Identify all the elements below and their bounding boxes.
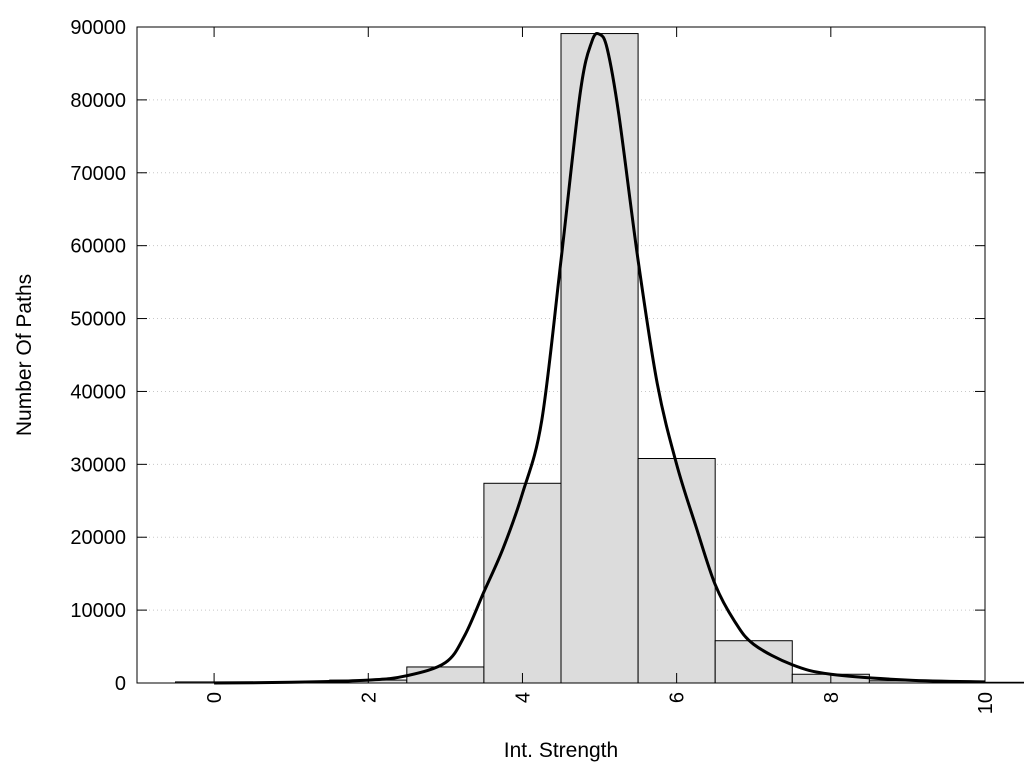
y-tick-label: 90000 — [70, 17, 126, 39]
x-axis-title: Int. Strength — [504, 739, 618, 762]
x-tick-label: 2 — [358, 692, 380, 703]
y-tick-label: 50000 — [70, 309, 126, 331]
histogram-bar-5 — [560, 33, 639, 684]
histogram-bar-3 — [406, 666, 485, 684]
y-tick-label: 30000 — [70, 454, 126, 476]
y-tick-label: 70000 — [70, 163, 126, 185]
y-tick-label: 60000 — [70, 236, 126, 258]
y-tick-label: 40000 — [70, 381, 126, 403]
y-tick-label: 20000 — [70, 527, 126, 549]
x-tick-label: 4 — [512, 692, 534, 703]
x-tick-label: 0 — [204, 692, 226, 703]
y-tick-label: 80000 — [70, 90, 126, 112]
y-axis-title: Number Of Paths — [13, 274, 36, 436]
histogram-bar-6 — [637, 458, 716, 684]
x-tick-label: 6 — [667, 692, 689, 703]
x-tick-label: 8 — [821, 692, 843, 703]
histogram-bar-4 — [483, 482, 562, 684]
y-tick-label: 10000 — [70, 600, 126, 622]
y-tick-label: 0 — [115, 673, 126, 695]
x-tick-label: 10 — [975, 692, 997, 714]
plot-frame — [136, 26, 986, 684]
fit-curve — [214, 32, 986, 685]
histogram-bar-7 — [714, 640, 793, 684]
